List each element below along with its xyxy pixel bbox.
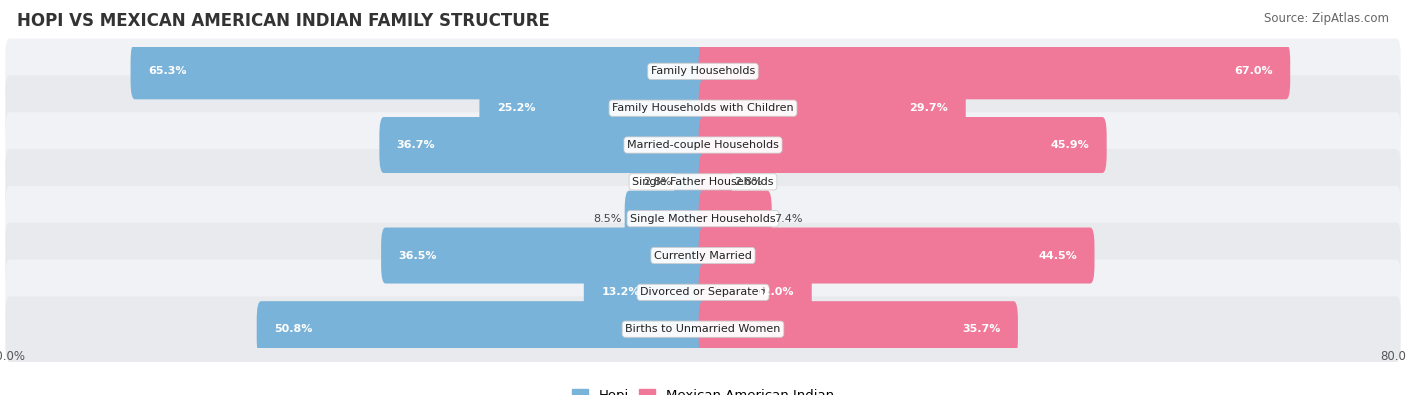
FancyBboxPatch shape — [699, 80, 966, 136]
Text: 7.4%: 7.4% — [775, 214, 803, 224]
FancyBboxPatch shape — [6, 75, 1400, 141]
FancyBboxPatch shape — [257, 301, 707, 357]
FancyBboxPatch shape — [583, 264, 707, 320]
FancyBboxPatch shape — [479, 80, 707, 136]
FancyBboxPatch shape — [381, 228, 707, 284]
Text: 25.2%: 25.2% — [496, 103, 536, 113]
FancyBboxPatch shape — [699, 191, 772, 246]
FancyBboxPatch shape — [699, 117, 1107, 173]
FancyBboxPatch shape — [6, 223, 1400, 288]
Text: 36.5%: 36.5% — [398, 250, 437, 261]
Legend: Hopi, Mexican American Indian: Hopi, Mexican American Indian — [567, 384, 839, 395]
FancyBboxPatch shape — [380, 117, 707, 173]
Text: 35.7%: 35.7% — [962, 324, 1001, 334]
Text: 67.0%: 67.0% — [1234, 66, 1272, 76]
FancyBboxPatch shape — [699, 43, 1291, 99]
Text: 29.7%: 29.7% — [910, 103, 948, 113]
Text: 2.8%: 2.8% — [643, 177, 672, 187]
FancyBboxPatch shape — [6, 260, 1400, 325]
Text: Single Father Households: Single Father Households — [633, 177, 773, 187]
Text: 36.7%: 36.7% — [396, 140, 436, 150]
Text: 65.3%: 65.3% — [148, 66, 187, 76]
FancyBboxPatch shape — [624, 191, 707, 246]
Text: 2.8%: 2.8% — [734, 177, 763, 187]
FancyBboxPatch shape — [699, 264, 811, 320]
Text: 50.8%: 50.8% — [274, 324, 312, 334]
Text: 45.9%: 45.9% — [1050, 140, 1090, 150]
FancyBboxPatch shape — [6, 149, 1400, 214]
Text: Divorced or Separated: Divorced or Separated — [640, 287, 766, 297]
Text: Family Households with Children: Family Households with Children — [612, 103, 794, 113]
Text: Family Households: Family Households — [651, 66, 755, 76]
FancyBboxPatch shape — [131, 43, 707, 99]
FancyBboxPatch shape — [699, 228, 1094, 284]
Text: HOPI VS MEXICAN AMERICAN INDIAN FAMILY STRUCTURE: HOPI VS MEXICAN AMERICAN INDIAN FAMILY S… — [17, 12, 550, 30]
Text: 44.5%: 44.5% — [1039, 250, 1077, 261]
Text: 8.5%: 8.5% — [593, 214, 621, 224]
FancyBboxPatch shape — [675, 154, 707, 210]
FancyBboxPatch shape — [6, 39, 1400, 104]
Text: 12.0%: 12.0% — [756, 287, 794, 297]
FancyBboxPatch shape — [699, 301, 1018, 357]
Text: Married-couple Households: Married-couple Households — [627, 140, 779, 150]
FancyBboxPatch shape — [699, 154, 731, 210]
FancyBboxPatch shape — [6, 186, 1400, 252]
Text: Source: ZipAtlas.com: Source: ZipAtlas.com — [1264, 12, 1389, 25]
Text: 13.2%: 13.2% — [602, 287, 640, 297]
FancyBboxPatch shape — [6, 296, 1400, 362]
FancyBboxPatch shape — [6, 112, 1400, 178]
Text: Currently Married: Currently Married — [654, 250, 752, 261]
Text: Single Mother Households: Single Mother Households — [630, 214, 776, 224]
Text: Births to Unmarried Women: Births to Unmarried Women — [626, 324, 780, 334]
